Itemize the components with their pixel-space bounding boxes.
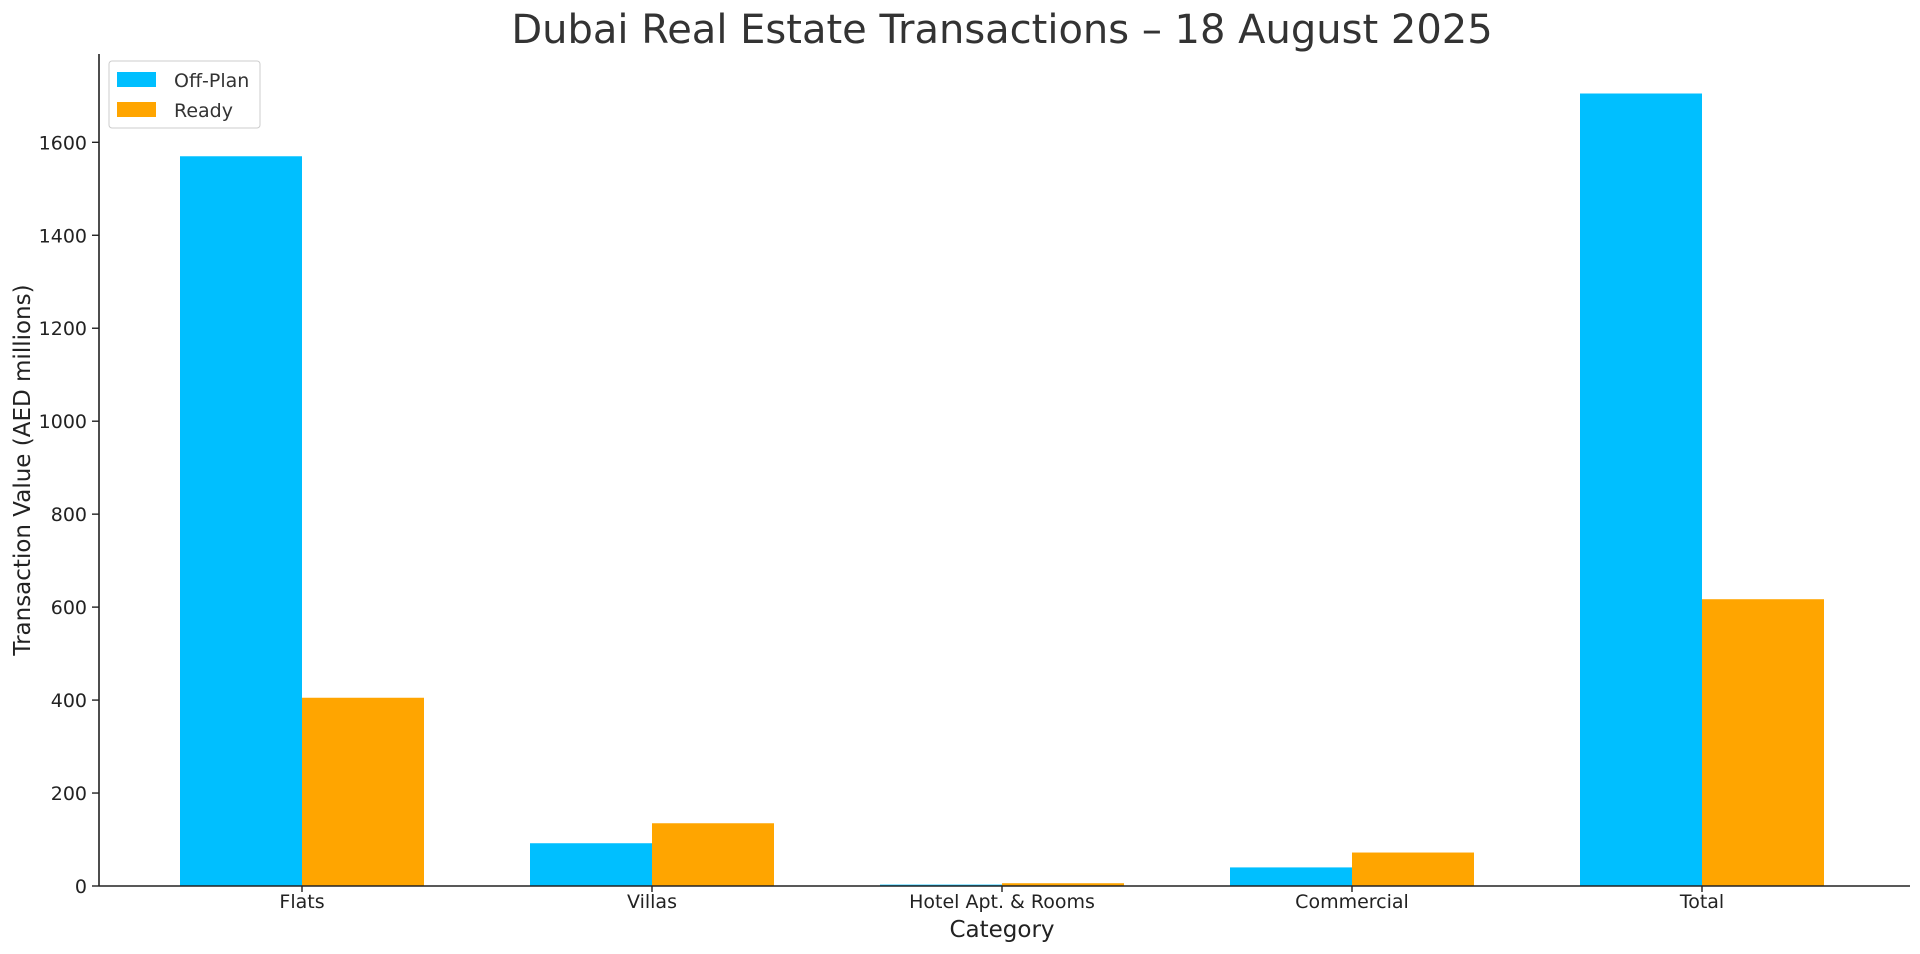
bar-off-plan-villas [530,843,652,886]
y-tick-label: 1600 [39,132,87,154]
legend: Off-Plan Ready [108,60,261,129]
x-tick-label: Villas [627,891,677,913]
y-tick-label: 0 [75,876,87,898]
legend-swatch-off-plan [117,72,156,87]
legend-label-ready: Ready [174,100,233,122]
bar-ready-villas [652,823,774,886]
x-tick-label: Commercial [1295,891,1409,913]
bar-off-plan-commercial [1230,867,1352,886]
y-axis-label: Transaction Value (AED millions) [10,284,36,656]
legend-label-off-plan: Off-Plan [174,70,249,92]
y-tick-label: 400 [51,690,87,712]
y-tick-label: 1400 [39,225,87,247]
y-tick-label: 600 [51,597,87,619]
x-tick-label: Hotel Apt. & Rooms [909,891,1095,913]
x-tick-label: Flats [279,891,324,913]
plot-area: 0 200 400 600 800 1000 1200 1400 1600 Flats Villas… [39,93,1824,913]
legend-swatch-ready [117,102,156,117]
bar-ready-hotel-apt-rooms [1002,883,1124,886]
bar-ready-total [1702,599,1824,886]
y-tick-label: 1200 [39,318,87,340]
x-axis-label: Category [949,917,1054,943]
bar-ready-flats [302,697,424,886]
bar-off-plan-total [1580,93,1702,887]
y-tick-label: 200 [51,783,87,805]
y-tick-label: 800 [51,504,87,526]
y-tick-label: 1000 [39,411,87,433]
bar-ready-commercial [1352,852,1474,886]
chart-title: Dubai Real Estate Transactions – 18 Augu… [511,7,1492,53]
x-tick-label: Total [1679,891,1724,913]
bar-off-plan-flats [180,156,302,887]
